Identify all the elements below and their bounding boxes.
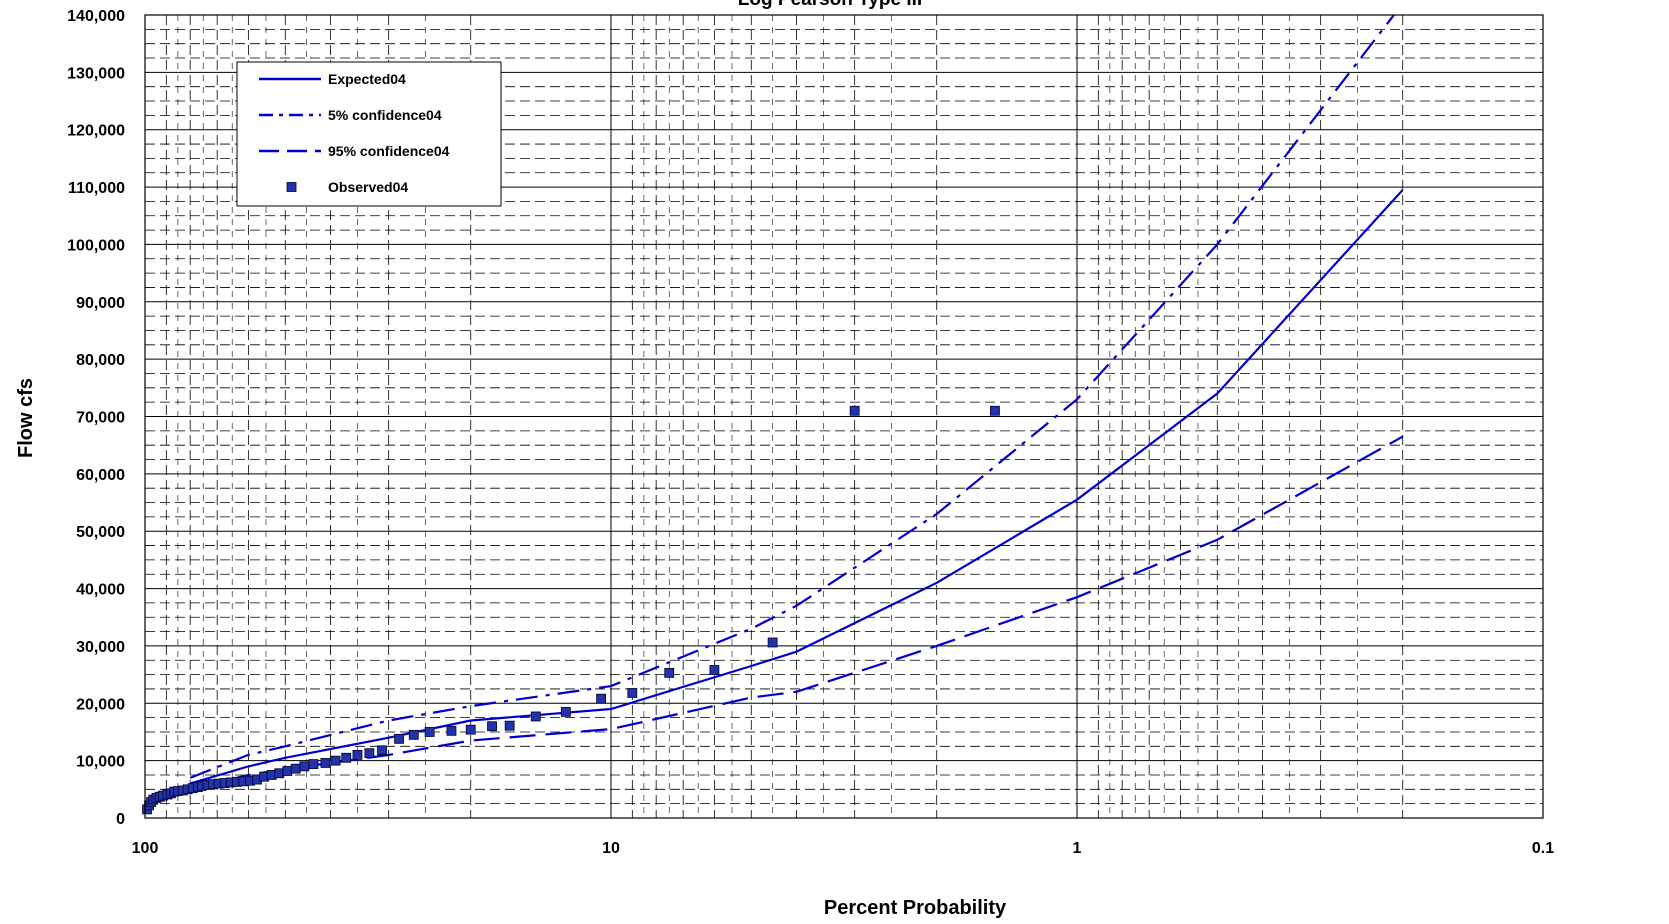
x-tick-label: 10 [602,840,620,857]
observed-point [596,693,607,704]
legend-label: Expected04 [328,71,406,87]
observed-point [767,637,778,648]
series-line [189,15,1396,779]
observed-point [990,405,1000,416]
observed-markers [142,405,1000,815]
y-tick-label: 140,000 [67,8,125,25]
y-tick-label: 60,000 [76,467,125,484]
series-expected04 [189,189,1404,785]
x-tick-label: 0.1 [1532,840,1554,857]
observed-point [377,745,387,756]
x-tick-label: 1 [1073,840,1082,857]
y-tick-label: 30,000 [76,639,125,656]
observed-point [560,706,571,717]
y-tick-label: 70,000 [76,410,125,427]
observed-point [352,750,363,760]
observed-point [487,721,497,732]
observed-point [320,758,331,768]
observed-point [664,667,675,678]
y-tick-label: 80,000 [76,352,125,369]
axes: 0 10,000 20,000 30,000 40,000 50,000 60,000 70,… [67,8,1554,857]
series-line [189,189,1404,785]
x-axis-title: Percent Probability [824,897,1007,919]
observed-point [709,665,720,675]
legend-label: 95% confidence04 [328,143,450,159]
y-tick-label: 50,000 [76,524,125,541]
y-tick-label: 0 [116,811,125,828]
observed-point [849,405,860,416]
observed-point [408,729,419,740]
observed-point [446,725,457,736]
legend-marker [286,182,297,192]
observed-point [299,761,310,772]
observed-point [290,763,301,774]
y-tick-label: 110,000 [68,180,125,197]
y-tick-label: 20,000 [76,696,125,713]
observed-point [530,711,541,722]
observed-point [465,724,476,735]
chart-title: Log Pearson Type III [738,0,922,10]
observed-point [364,748,375,759]
observed-point [424,727,435,737]
y-axis-title: Flow cfs [15,378,37,458]
observed-point [330,755,341,766]
legend-box [236,61,502,207]
y-tick-label: 120,000 [67,123,125,140]
plot-area-frame [144,14,1544,819]
y-tick-label: 130,000 [67,65,125,82]
observed-point [341,752,352,763]
y-tick-label: 90,000 [76,295,125,312]
y-tick-label: 100,000 [67,237,125,254]
y-tick-label: 10,000 [76,754,125,771]
observed-point [394,733,404,744]
observed-point [308,759,319,769]
observed-point [282,766,293,776]
legend: Expected04 5% confidence04 95% confidence0… [236,61,502,207]
series-5-confidence04 [189,15,1396,779]
x-tick-label: 100 [132,840,159,857]
legend-label: Observed04 [328,179,408,195]
legend-label: 5% confidence04 [328,107,442,123]
observed-point [504,720,515,731]
observed-point [627,688,638,698]
y-tick-label: 40,000 [76,582,125,599]
